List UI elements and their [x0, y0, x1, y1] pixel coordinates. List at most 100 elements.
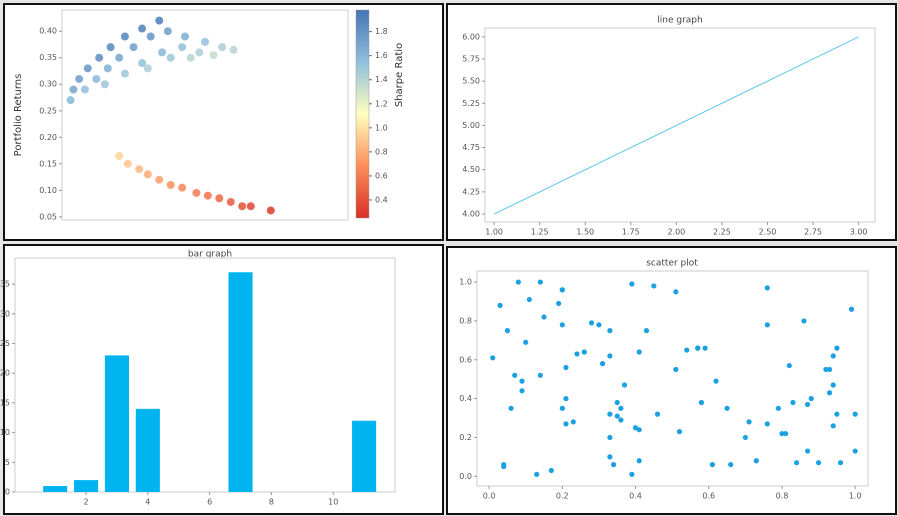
point: [120, 69, 129, 78]
point: [775, 405, 781, 411]
y-tick-label: 0.25: [39, 106, 57, 115]
bar: [104, 355, 129, 492]
point: [852, 411, 858, 417]
bar: [43, 486, 68, 492]
point: [790, 399, 796, 406]
point: [607, 454, 613, 460]
point: [783, 430, 789, 437]
x-tick-label: 0.8: [776, 492, 789, 501]
point: [636, 349, 642, 355]
point: [826, 390, 833, 396]
y-tick-label: 0.20: [39, 133, 57, 142]
point: [523, 339, 529, 345]
point: [837, 460, 844, 466]
x-tick-label: 4: [145, 498, 150, 507]
x-tick-label: 1.50: [576, 228, 594, 237]
panel: [446, 246, 897, 515]
point: [607, 434, 613, 441]
point: [826, 366, 833, 373]
point: [563, 396, 569, 402]
y-tick-label: 0: [5, 488, 10, 497]
point: [614, 399, 620, 406]
y-tick-label: 5.75: [462, 55, 480, 64]
point: [618, 417, 624, 423]
y-tick-label: 0.15: [39, 159, 57, 168]
point: [673, 366, 679, 373]
point: [186, 53, 195, 62]
point: [501, 463, 507, 470]
point: [804, 448, 811, 454]
colorbar-label: Sharpe Ratio: [394, 43, 405, 107]
point: [643, 328, 650, 334]
y-tick-label: 35: [0, 280, 10, 289]
point: [541, 314, 547, 320]
point: [95, 53, 104, 62]
point: [69, 85, 78, 94]
point: [673, 289, 679, 295]
point: [556, 300, 562, 307]
point: [143, 170, 152, 179]
y-tick-label: 6.00: [462, 32, 480, 41]
point: [636, 458, 642, 464]
point: [695, 345, 701, 351]
point: [728, 462, 734, 468]
point: [75, 74, 84, 83]
point: [629, 471, 635, 477]
point: [537, 372, 543, 378]
point: [490, 355, 496, 361]
colorbar: [355, 9, 370, 219]
point: [226, 197, 235, 206]
x-tick-label: 8: [269, 498, 274, 507]
y-tick-label: 4.00: [462, 210, 480, 219]
point: [100, 80, 109, 89]
colorbar-tick-label: 0.8: [375, 147, 388, 156]
point: [621, 382, 628, 388]
point: [201, 37, 209, 46]
panel: [3, 3, 444, 241]
x-tick-label: 2: [84, 498, 89, 507]
point: [746, 419, 752, 425]
x-tick-label: 3.00: [850, 228, 868, 237]
colorbar-tick-label: 1.0: [375, 123, 388, 132]
point: [83, 64, 92, 73]
point: [676, 429, 683, 435]
point: [698, 399, 705, 406]
point: [794, 460, 800, 466]
point: [823, 366, 829, 373]
point: [103, 64, 112, 73]
point: [574, 351, 580, 357]
point: [218, 43, 227, 52]
point: [166, 181, 175, 189]
point: [581, 349, 587, 355]
point: [559, 287, 565, 293]
bar: [74, 480, 99, 492]
point: [654, 411, 661, 417]
bar: [228, 272, 253, 492]
y-tick-label: 0.2: [459, 433, 472, 442]
point: [764, 322, 770, 328]
point: [834, 411, 840, 417]
x-tick-label: 1.0: [849, 492, 862, 501]
point: [123, 159, 132, 168]
y-axis-label: Portfolio Returns: [13, 74, 24, 157]
y-tick-label: 4.50: [462, 165, 480, 174]
point: [779, 430, 785, 437]
point: [724, 405, 730, 411]
point: [229, 45, 238, 54]
x-tick-label: 2.25: [713, 228, 731, 237]
plot-frame: [14, 257, 396, 493]
point: [155, 16, 164, 25]
point: [135, 165, 144, 174]
x-tick-label: 2.00: [667, 228, 685, 237]
point: [596, 322, 602, 328]
point: [852, 448, 858, 454]
point: [753, 458, 759, 464]
x-tick-label: 0.0: [483, 492, 496, 501]
point: [786, 362, 792, 369]
chart-title: bar graph: [188, 250, 232, 260]
y-tick-label: 4.75: [462, 143, 480, 152]
point: [180, 32, 189, 41]
y-tick-label: 0.05: [39, 212, 57, 221]
